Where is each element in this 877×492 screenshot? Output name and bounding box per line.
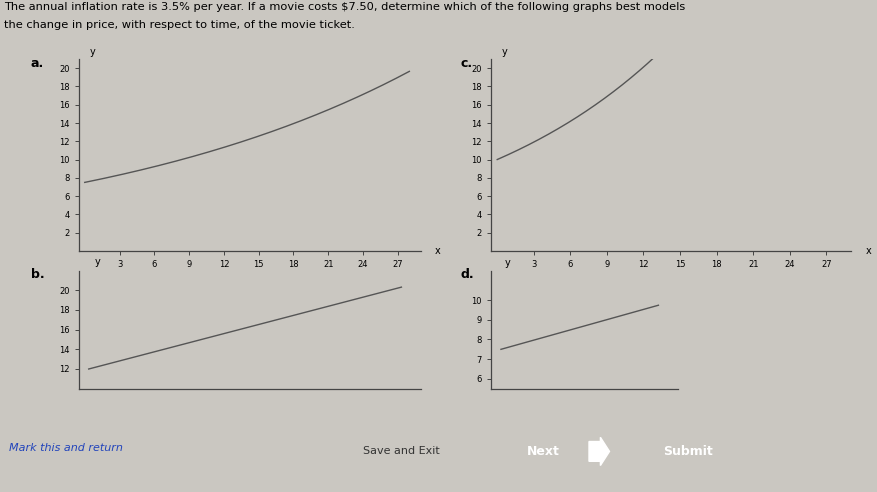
Text: a.: a.: [31, 57, 44, 69]
Text: Submit: Submit: [664, 445, 713, 458]
Text: x: x: [435, 246, 440, 256]
Text: Mark this and return: Mark this and return: [9, 443, 123, 453]
Text: b.: b.: [31, 268, 45, 281]
Text: y: y: [503, 47, 508, 57]
Text: y: y: [89, 47, 95, 57]
FancyArrow shape: [589, 437, 610, 465]
Text: c.: c.: [460, 57, 473, 69]
Text: y: y: [505, 258, 510, 268]
Text: x: x: [866, 246, 871, 256]
Text: the change in price, with respect to time, of the movie ticket.: the change in price, with respect to tim…: [4, 20, 355, 30]
Text: Save and Exit: Save and Exit: [363, 446, 439, 457]
Text: y: y: [95, 257, 100, 267]
Text: Next: Next: [527, 445, 560, 458]
Text: d.: d.: [460, 268, 474, 281]
Text: The annual inflation rate is 3.5% per year. If a movie costs $7.50, determine wh: The annual inflation rate is 3.5% per ye…: [4, 2, 686, 12]
